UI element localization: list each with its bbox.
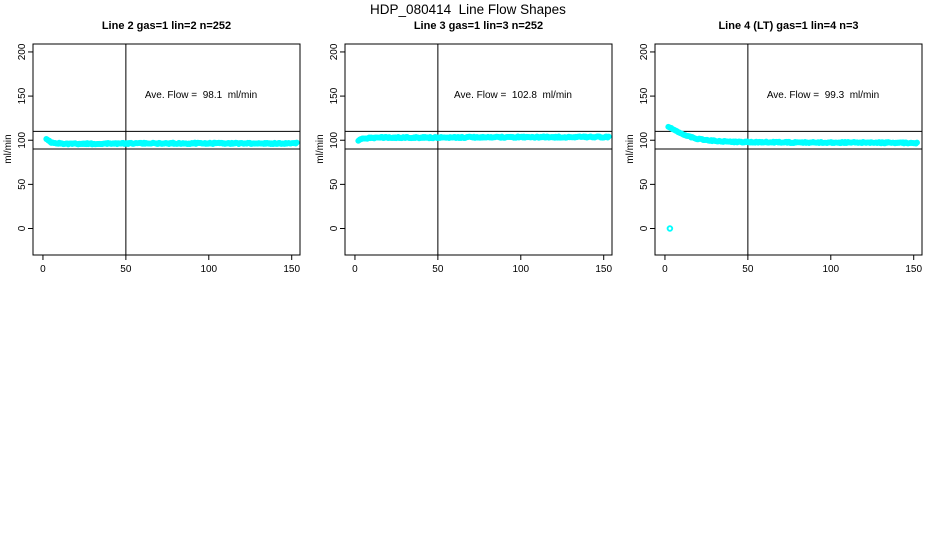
- panel-title-line3: Line 3 gas=1 lin=3 n=252: [413, 20, 544, 32]
- ave-flow-annotation: Ave. Flow = 98.1 ml/min: [144, 90, 258, 101]
- plot-box: [344, 43, 613, 256]
- x-tick-label: 150: [905, 264, 922, 275]
- x-tick-label: 50: [742, 264, 754, 275]
- x-tick-label: 50: [432, 264, 444, 275]
- y-tick-label: 0: [329, 225, 340, 231]
- x-tick-label: 100: [512, 264, 529, 275]
- plot-svg-line2: 0 50 100 150 0 50 100 150 200: [17, 43, 301, 275]
- ave-flow-annotation: Ave. Flow = 99.3 ml/min: [766, 90, 880, 101]
- plot-box: [32, 43, 301, 256]
- outlier-point: [666, 225, 674, 232]
- x-tick-label: 0: [352, 264, 358, 275]
- y-tick-label: 100: [329, 131, 340, 148]
- panel-line4: Line 4 (LT) gas=1 lin=4 n=3 ml/min Ave. …: [622, 20, 934, 286]
- x-tick-label: 50: [120, 264, 132, 275]
- x-tick-label: 100: [200, 264, 217, 275]
- x-tick-label: 100: [822, 264, 839, 275]
- y-tick-label: 200: [639, 43, 650, 60]
- axis-ticks: 0 50 100 150 0 50 100 150 200: [329, 43, 612, 275]
- y-tick-label: 0: [17, 225, 28, 231]
- y-tick-label: 100: [639, 131, 650, 148]
- panel-title-line2: Line 2 gas=1 lin=2 n=252: [101, 20, 232, 32]
- y-tick-label: 200: [17, 43, 28, 60]
- y-tick-label: 150: [639, 87, 650, 104]
- axis-ticks: 0 50 100 150 0 50 100 150 200: [639, 43, 922, 275]
- page-title: HDP_080414 Line Flow Shapes: [370, 2, 566, 17]
- y-tick-label: 150: [329, 87, 340, 104]
- y-tick-label: 0: [639, 225, 650, 231]
- ave-flow-annotation: Ave. Flow = 102.8 ml/min: [454, 90, 572, 101]
- axis-ticks: 0 50 100 150 0 50 100 150 200: [17, 43, 300, 275]
- data-points: [665, 123, 920, 232]
- plot-box: [654, 43, 923, 256]
- x-tick-label: 150: [595, 264, 612, 275]
- x-tick-label: 0: [662, 264, 668, 275]
- y-tick-label: 50: [329, 178, 340, 190]
- data-points: [355, 133, 612, 144]
- plot-svg-line4: 0 50 100 150 0 50 100 150 200: [639, 43, 923, 275]
- y-tick-label: 100: [17, 131, 28, 148]
- plot-svg-line3: 0 50 100 150 0 50 100 150 200: [329, 43, 613, 275]
- x-tick-label: 0: [40, 264, 46, 275]
- panel-line2: Line 2 gas=1 lin=2 n=252 ml/min Ave. Flo…: [0, 20, 312, 286]
- x-tick-label: 150: [283, 264, 300, 275]
- panel-line3: Line 3 gas=1 lin=3 n=252 ml/min Ave. Flo…: [312, 20, 624, 286]
- panel-title-line4: Line 4 (LT) gas=1 lin=4 n=3: [718, 20, 859, 32]
- y-tick-label: 150: [17, 87, 28, 104]
- data-points: [43, 136, 300, 148]
- y-tick-label: 200: [329, 43, 340, 60]
- y-tick-label: 50: [639, 178, 650, 190]
- y-tick-label: 50: [17, 178, 28, 190]
